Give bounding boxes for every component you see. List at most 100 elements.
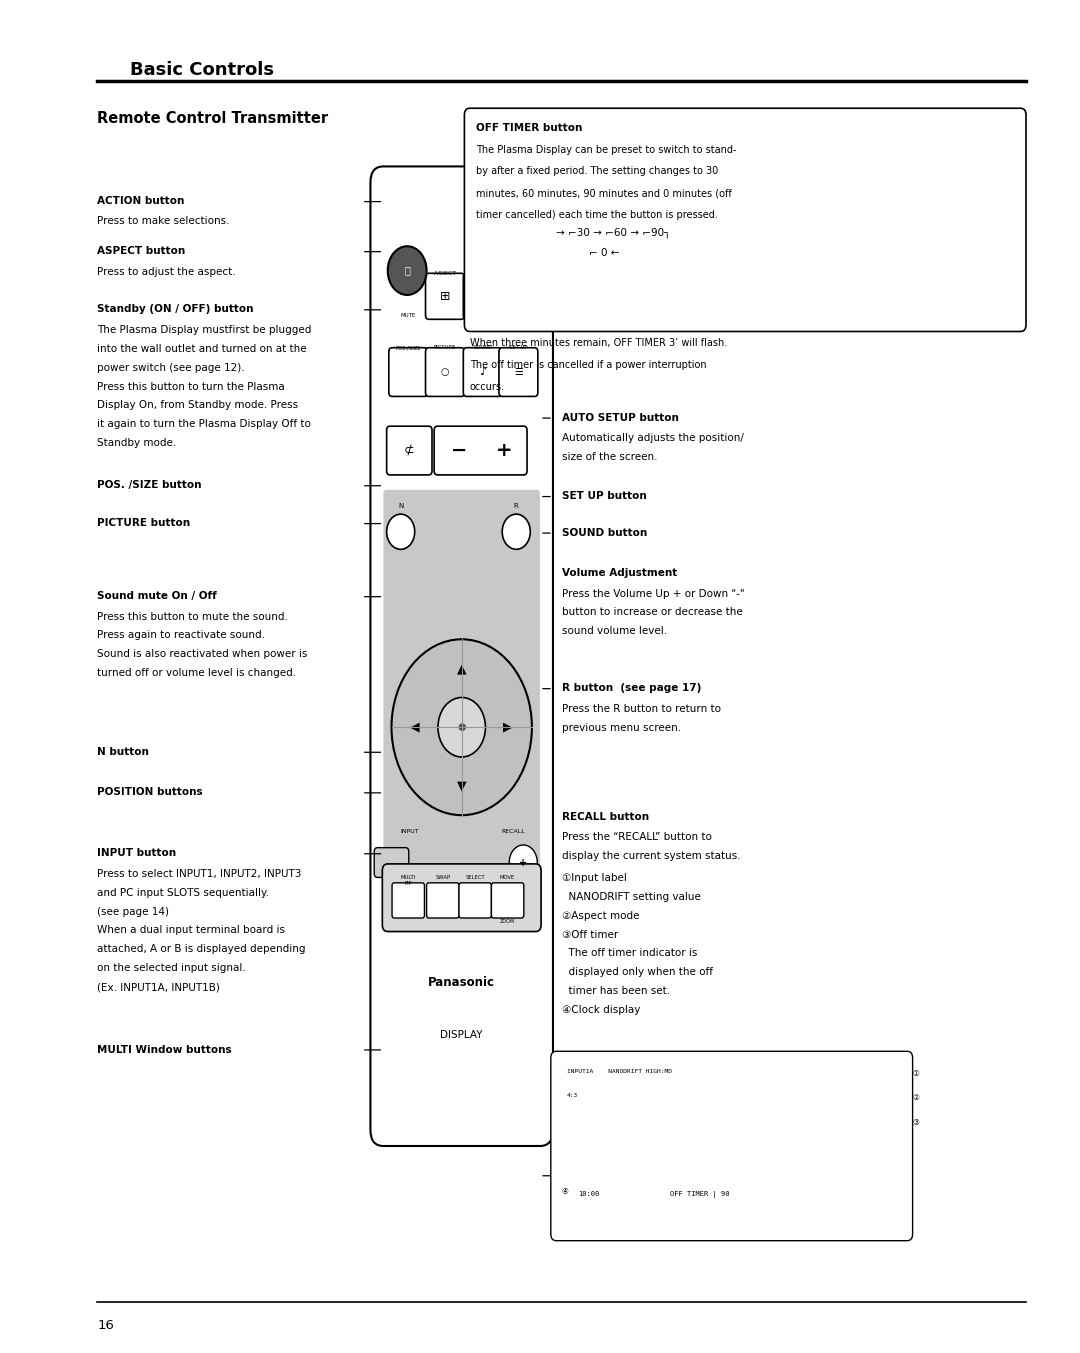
Text: SOUND button: SOUND button (562, 528, 647, 537)
Text: +: + (496, 441, 513, 460)
Text: previous menu screen.: previous menu screen. (562, 723, 680, 732)
Text: ●: ● (458, 723, 465, 732)
FancyBboxPatch shape (387, 426, 432, 475)
Text: POSITION buttons: POSITION buttons (97, 787, 203, 797)
Text: Standby mode.: Standby mode. (97, 438, 176, 448)
FancyBboxPatch shape (389, 348, 428, 396)
Text: MULTI Window buttons: MULTI Window buttons (97, 1045, 232, 1054)
FancyBboxPatch shape (463, 273, 502, 319)
Text: on the selected input signal.: on the selected input signal. (97, 963, 246, 973)
Text: Volume Adjustment: Volume Adjustment (562, 568, 677, 578)
Text: 4:3: 4:3 (567, 1093, 578, 1099)
Text: display the current system status.: display the current system status. (562, 851, 740, 861)
Text: AUTO SETUP button: AUTO SETUP button (562, 413, 678, 422)
Text: attached, A or B is displayed depending: attached, A or B is displayed depending (97, 944, 306, 954)
Text: SOUND: SOUND (473, 345, 492, 350)
Text: INPUT1A    NANODRIFT HIGH:MD: INPUT1A NANODRIFT HIGH:MD (567, 1069, 672, 1074)
Text: ①Input label: ①Input label (562, 873, 626, 882)
Text: occurs.: occurs. (470, 382, 504, 391)
Text: Remote Control Transmitter: Remote Control Transmitter (97, 111, 328, 126)
Text: R button  (see page 17): R button (see page 17) (562, 683, 701, 693)
Text: power switch (see page 12).: power switch (see page 12). (97, 363, 245, 372)
Text: 16: 16 (97, 1319, 114, 1333)
Text: sound volume level.: sound volume level. (562, 626, 666, 636)
Text: ♪: ♪ (480, 367, 486, 377)
Text: Display On, from Standby mode. Press: Display On, from Standby mode. Press (97, 400, 298, 410)
Text: SWAP: SWAP (435, 875, 450, 879)
Text: OFF TIMER: OFF TIMER (469, 271, 497, 276)
FancyBboxPatch shape (426, 348, 464, 396)
Text: The Plasma Display can be preset to switch to stand-: The Plasma Display can be preset to swit… (476, 145, 737, 154)
Text: AUTO
SETUP: AUTO SETUP (510, 265, 527, 276)
FancyBboxPatch shape (491, 882, 524, 917)
Text: Press to make selections.: Press to make selections. (97, 216, 230, 226)
Text: ⏻: ⏻ (404, 265, 410, 276)
FancyBboxPatch shape (392, 882, 424, 917)
Text: The Plasma Display mustfirst be plugged: The Plasma Display mustfirst be plugged (97, 325, 311, 334)
Text: timer cancelled) each time the button is pressed.: timer cancelled) each time the button is… (476, 210, 718, 219)
FancyBboxPatch shape (383, 490, 540, 924)
Text: NANODRIFT setting value: NANODRIFT setting value (562, 892, 701, 901)
Text: ④Clock display: ④Clock display (562, 1005, 640, 1015)
Text: ⊄: ⊄ (404, 444, 415, 457)
Text: Press the Volume Up + or Down "-": Press the Volume Up + or Down "-" (562, 589, 744, 598)
Text: ☰: ☰ (514, 367, 523, 377)
Text: timer has been set.: timer has been set. (562, 986, 670, 996)
FancyBboxPatch shape (499, 348, 538, 396)
Circle shape (388, 246, 427, 295)
Text: displayed only when the off: displayed only when the off (562, 967, 713, 977)
Text: Press this button to mute the sound.: Press this button to mute the sound. (97, 612, 288, 621)
Circle shape (502, 514, 530, 549)
Text: Press to adjust the aspect.: Press to adjust the aspect. (97, 267, 235, 276)
Text: +: + (519, 858, 527, 867)
Circle shape (510, 844, 538, 881)
Text: ▼: ▼ (457, 779, 467, 792)
Text: it again to turn the Plasma Display Off to: it again to turn the Plasma Display Off … (97, 419, 311, 429)
Text: → ⌐30 → ⌐60 → ⌐90┐: → ⌐30 → ⌐60 → ⌐90┐ (556, 227, 671, 238)
FancyBboxPatch shape (426, 273, 464, 319)
Text: Sound is also reactivated when power is: Sound is also reactivated when power is (97, 649, 308, 659)
Text: (Ex. INPUT1A, INPUT1B): (Ex. INPUT1A, INPUT1B) (97, 982, 220, 992)
Text: Press the R button to return to: Press the R button to return to (562, 704, 720, 713)
Text: ▶: ▶ (503, 721, 513, 733)
Circle shape (391, 640, 531, 815)
Text: minutes, 60 minutes, 90 minutes and 0 minutes (off: minutes, 60 minutes, 90 minutes and 0 mi… (476, 188, 732, 198)
Text: SET UP button: SET UP button (562, 491, 646, 501)
FancyBboxPatch shape (374, 847, 408, 878)
FancyBboxPatch shape (370, 166, 553, 1146)
Text: PICTURE: PICTURE (434, 345, 456, 350)
Text: ○: ○ (441, 367, 449, 377)
Text: When a dual input terminal board is: When a dual input terminal board is (97, 925, 285, 935)
Text: Standby (ON / OFF) button: Standby (ON / OFF) button (97, 304, 254, 314)
Text: VOL: VOL (476, 313, 487, 318)
Text: RECALL: RECALL (502, 828, 525, 833)
Text: Sound mute On / Off: Sound mute On / Off (97, 591, 217, 601)
Text: Digital Zoom: Digital Zoom (562, 1170, 637, 1180)
Text: ASI​EC​T: ASI​EC​T (434, 271, 456, 276)
Text: 10:00: 10:00 (578, 1191, 599, 1196)
Text: MULTI
PIP: MULTI PIP (401, 875, 416, 885)
Text: ACTION button: ACTION button (97, 196, 185, 206)
Text: ③: ③ (913, 1118, 919, 1127)
Text: SELECT: SELECT (465, 875, 485, 879)
Text: ↺: ↺ (513, 290, 524, 303)
Text: MUTE: MUTE (401, 313, 416, 318)
Text: Automatically adjusts the position/: Automatically adjusts the position/ (562, 433, 743, 442)
Text: ZOOM: ZOOM (500, 920, 515, 924)
Text: MOVE: MOVE (500, 875, 515, 879)
Text: Press again to reactivate sound.: Press again to reactivate sound. (97, 630, 266, 640)
Text: Panasonic: Panasonic (428, 977, 496, 989)
FancyBboxPatch shape (463, 348, 502, 396)
Text: Basic Controls: Basic Controls (130, 61, 273, 78)
Text: and PC input SLOTS sequentially.: and PC input SLOTS sequentially. (97, 888, 269, 897)
Circle shape (438, 698, 486, 758)
Text: ◀: ◀ (410, 721, 420, 733)
Text: ⏻: ⏻ (480, 291, 486, 302)
Text: ④: ④ (562, 1187, 568, 1196)
Text: ⌐ 0 ←: ⌐ 0 ← (589, 248, 619, 257)
Text: N: N (399, 503, 403, 509)
Text: ⊞: ⊞ (440, 290, 450, 303)
FancyBboxPatch shape (551, 1051, 913, 1241)
Circle shape (387, 514, 415, 549)
Text: The off timer is cancelled if a power interruption: The off timer is cancelled if a power in… (470, 360, 706, 369)
